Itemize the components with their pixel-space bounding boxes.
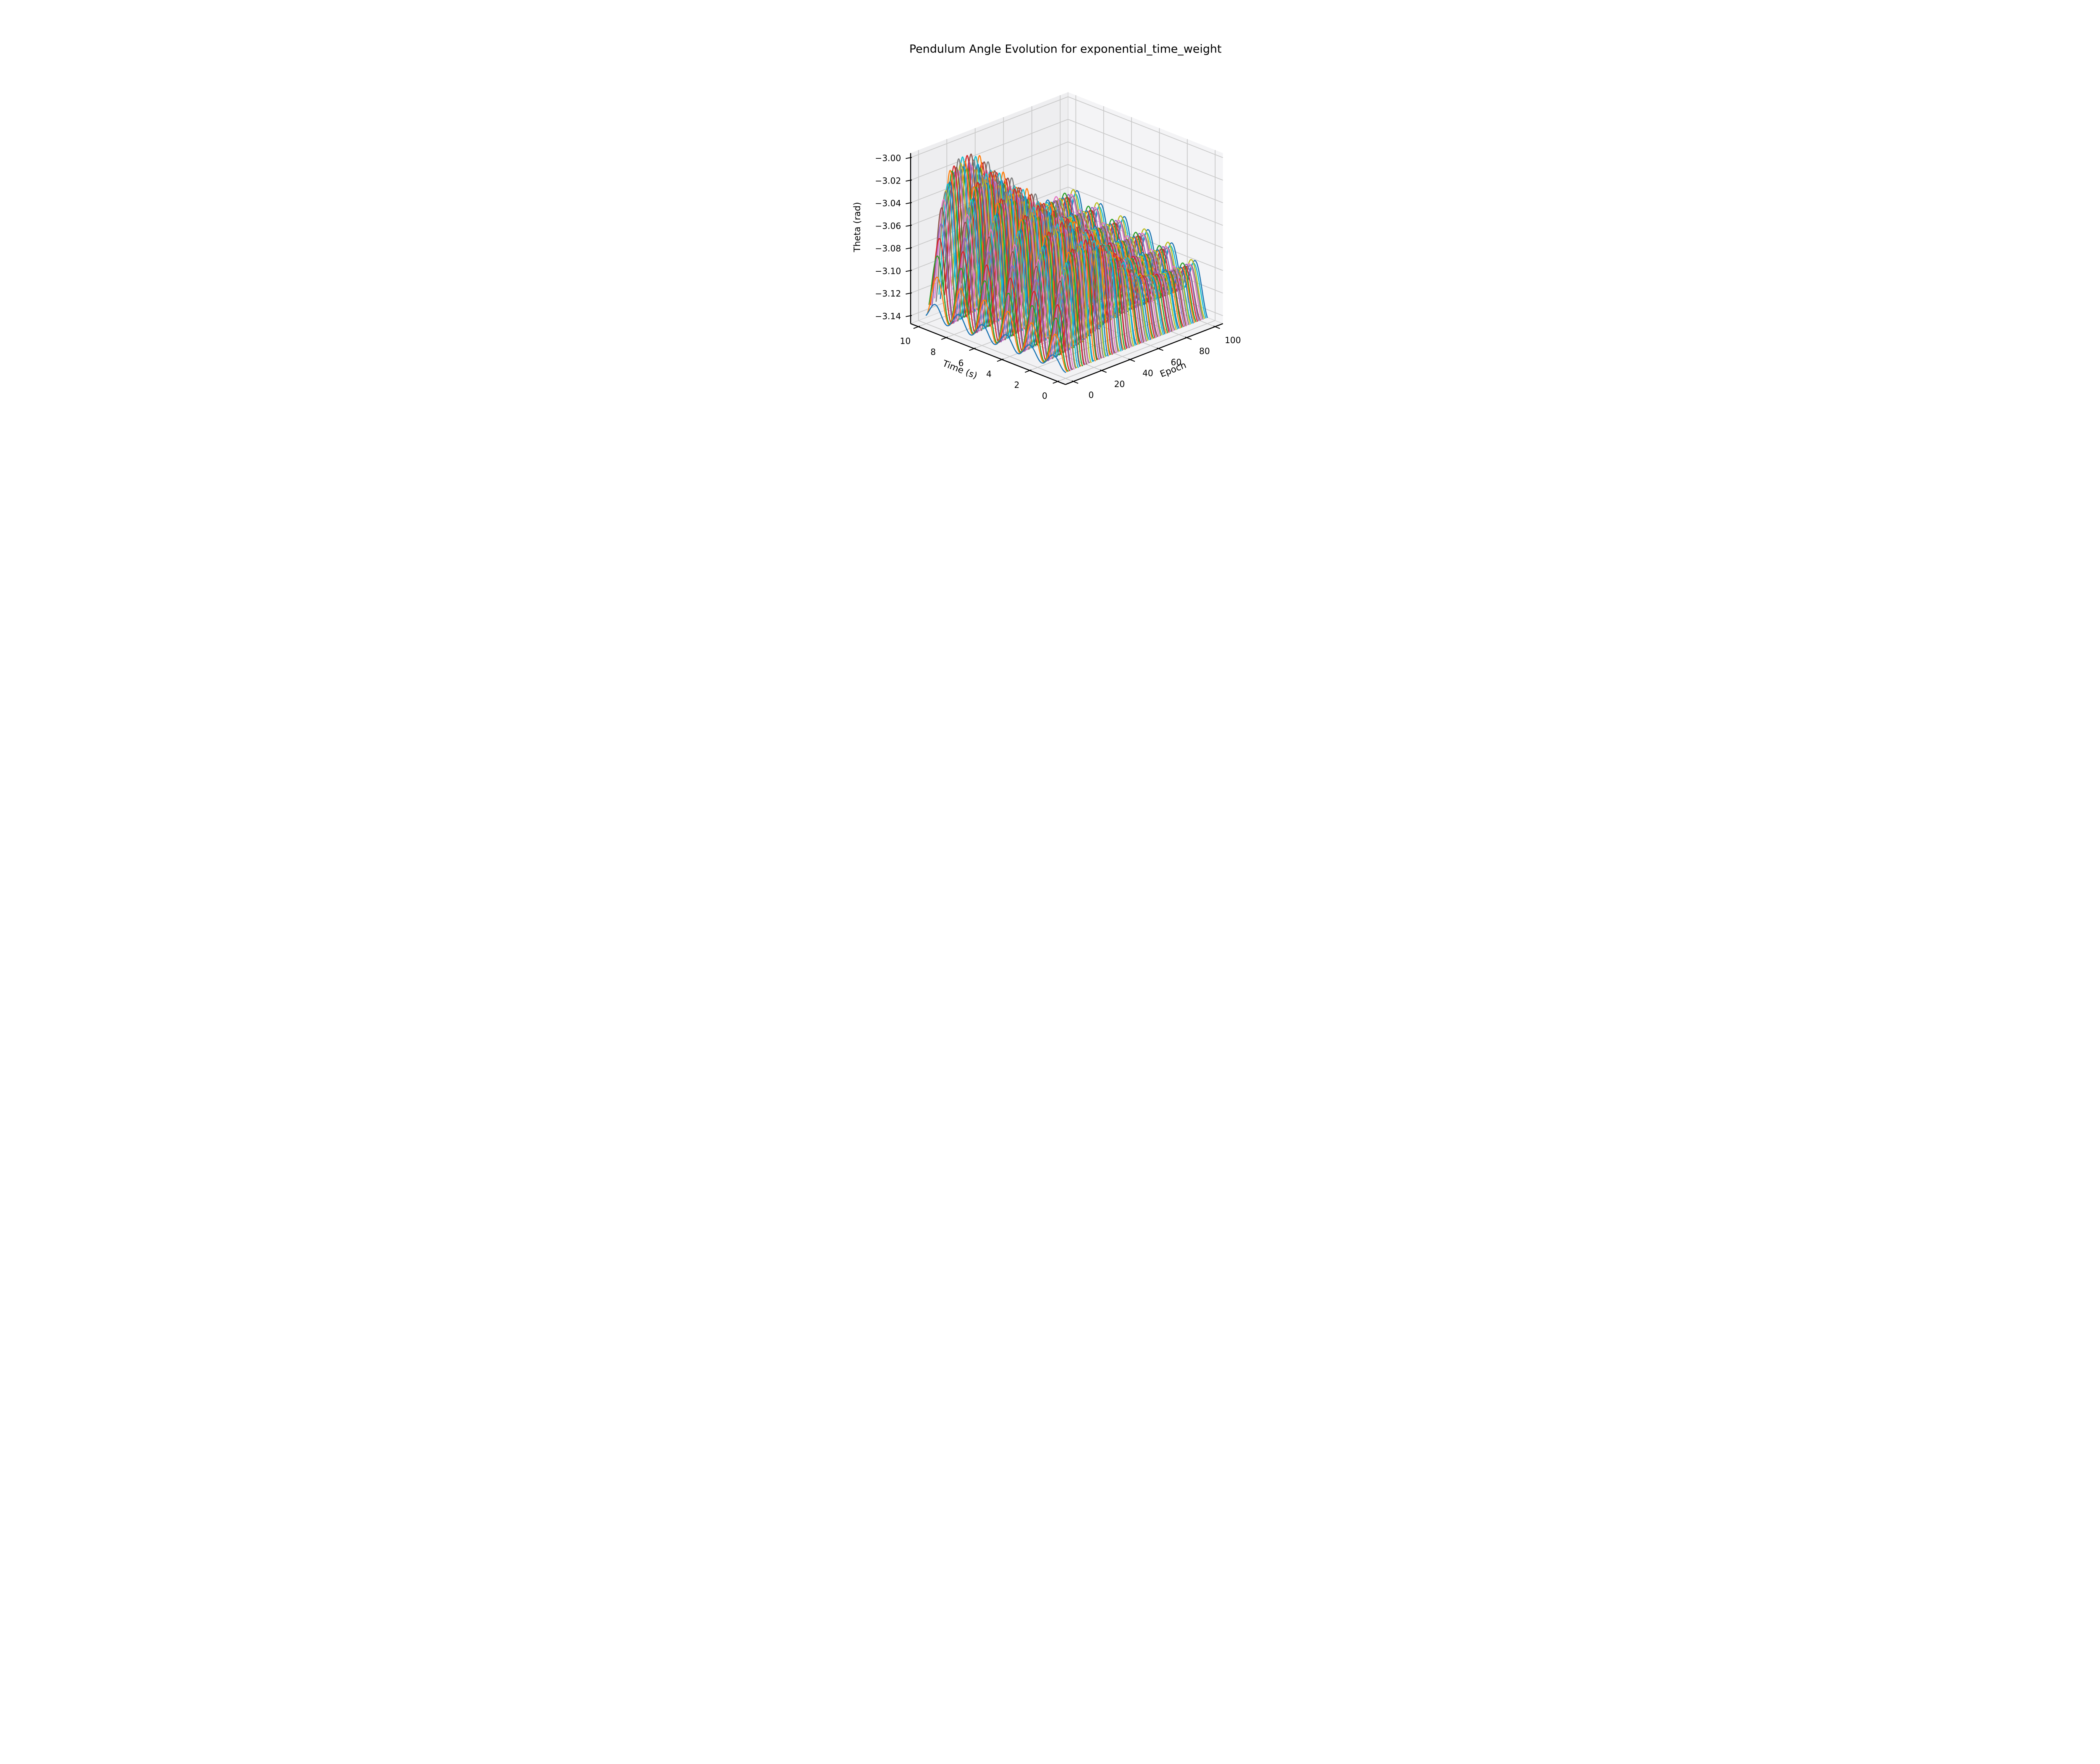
time-tick bbox=[941, 336, 948, 340]
time-tick-label: 10 bbox=[900, 336, 911, 346]
time-tick bbox=[1025, 369, 1032, 373]
epoch-tick-label: 60 bbox=[1171, 357, 1182, 367]
theta-tick bbox=[906, 157, 912, 159]
epoch-tick bbox=[1128, 358, 1135, 362]
theta-tick bbox=[906, 179, 912, 182]
grid-wall-theta-right bbox=[1068, 96, 1223, 158]
grid-wall-theta-left bbox=[910, 96, 1068, 158]
grid-wall-theta-right bbox=[1068, 186, 1223, 249]
theta-tick bbox=[906, 292, 912, 295]
theta-tick bbox=[906, 270, 912, 272]
epoch-line bbox=[934, 199, 1075, 370]
theta-axis-label: Theta (rad) bbox=[852, 202, 863, 252]
epoch-tick bbox=[1100, 369, 1107, 373]
theta-tick-label: −3.10 bbox=[875, 266, 901, 276]
epoch-tick bbox=[1185, 336, 1192, 340]
theta-tick-label: −3.08 bbox=[875, 244, 901, 254]
epoch-tick-label: 20 bbox=[1114, 379, 1125, 389]
grid-wall-theta-right bbox=[1068, 119, 1223, 181]
grid-wall-theta-right bbox=[1068, 142, 1223, 203]
theta-tick-label: −3.06 bbox=[875, 221, 901, 231]
epoch-line bbox=[940, 181, 1081, 367]
time-tick-label: 2 bbox=[1014, 380, 1019, 390]
time-tick-label: 6 bbox=[958, 358, 964, 368]
epoch-tick bbox=[1071, 380, 1079, 384]
epoch-line bbox=[925, 304, 1066, 373]
time-tick bbox=[997, 358, 1004, 362]
epoch-tick bbox=[1157, 347, 1163, 351]
time-tick-label: 8 bbox=[930, 347, 936, 357]
plot-title: Pendulum Angle Evolution for exponential… bbox=[909, 42, 1222, 55]
epoch-tick-label: 0 bbox=[1089, 390, 1094, 400]
theta-tick bbox=[906, 247, 912, 249]
pendulum-3d-plot: 0246810020406080100−3.14−3.12−3.10−3.08−… bbox=[714, 0, 1386, 470]
epoch-tick-label: 40 bbox=[1142, 368, 1153, 378]
time-tick bbox=[1053, 380, 1060, 384]
epoch-trajectory-lines bbox=[925, 153, 1208, 373]
theta-tick-label: −3.12 bbox=[875, 289, 901, 299]
time-tick bbox=[969, 347, 976, 351]
grid-floor-time bbox=[1058, 320, 1215, 382]
theta-tick-label: −3.04 bbox=[875, 198, 901, 208]
grid-wall-theta-left bbox=[910, 119, 1068, 181]
epoch-tick-label: 80 bbox=[1199, 346, 1210, 356]
figure-canvas: 0 2 4 6 8 10 0 20 40 60 80 100 −3.14 −3.12 −3.10 −3.08−… bbox=[714, 0, 1386, 470]
time-tick-label: 0 bbox=[1042, 391, 1047, 401]
theta-tick-label: −3.14 bbox=[875, 311, 901, 321]
theta-tick bbox=[906, 315, 912, 317]
grid-wall-theta-right bbox=[1068, 164, 1223, 226]
theta-tick bbox=[906, 202, 912, 205]
axis-spines bbox=[910, 153, 1223, 385]
grid-floor-epoch bbox=[918, 320, 1074, 382]
time-tick bbox=[913, 326, 920, 329]
epoch-line bbox=[942, 170, 1083, 367]
theta-tick-label: −3.02 bbox=[875, 176, 901, 186]
time-tick-label: 4 bbox=[986, 369, 992, 379]
epoch-tick bbox=[1213, 326, 1220, 329]
axis-ticks-and-labels: 0246810020406080100−3.14−3.12−3.10−3.08−… bbox=[875, 153, 1241, 401]
theta-tick-label: −3.00 bbox=[875, 153, 901, 163]
grid-floor-time bbox=[1029, 309, 1188, 371]
epoch-line bbox=[931, 223, 1072, 370]
epoch-axis-spine bbox=[1065, 323, 1223, 385]
time-axis-spine bbox=[910, 323, 1066, 385]
epoch-tick-label: 100 bbox=[1225, 335, 1241, 345]
theta-tick bbox=[906, 225, 912, 227]
